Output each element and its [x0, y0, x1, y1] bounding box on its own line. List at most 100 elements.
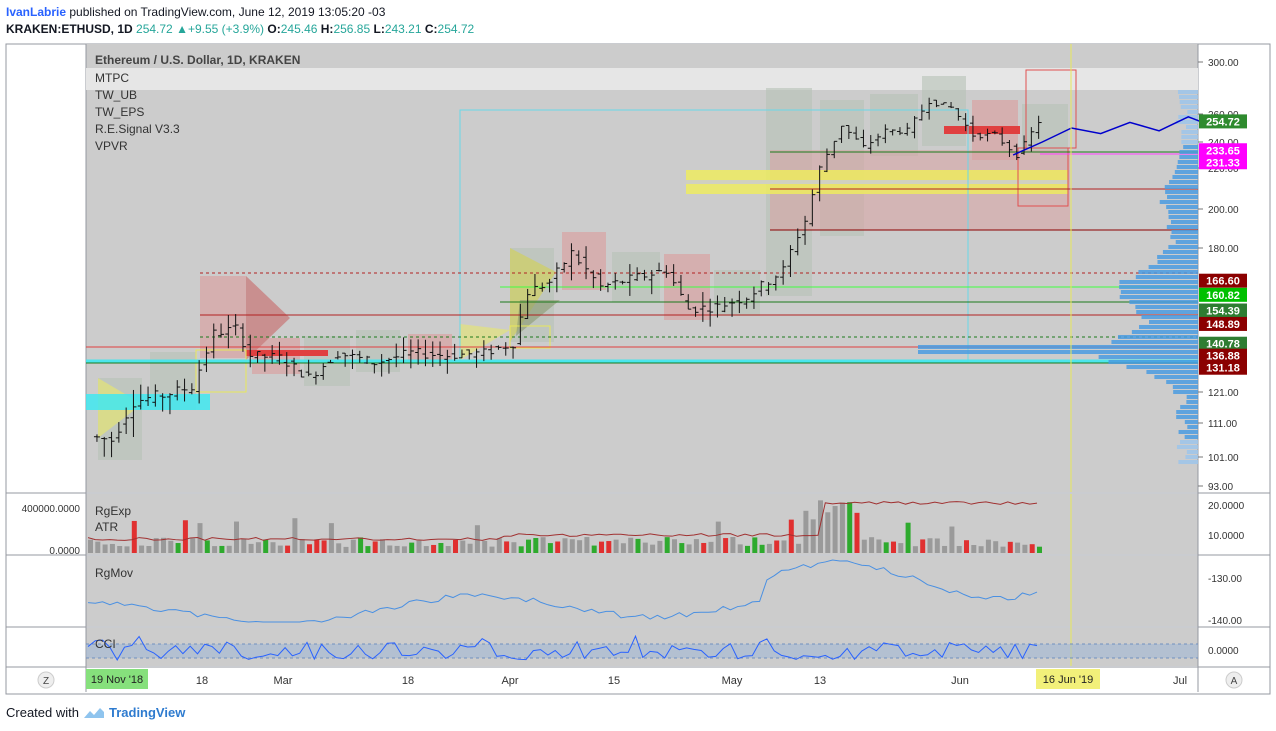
vpvr-bar	[1183, 145, 1198, 149]
price-badge-label: 131.18	[1206, 363, 1240, 375]
volume-bar	[336, 543, 342, 553]
vpvr-bar	[1176, 410, 1198, 414]
vpvr-bar	[1108, 360, 1198, 364]
rgmov-label: RgMov	[95, 566, 133, 580]
volume-bar	[343, 546, 349, 553]
volume-bar	[328, 523, 334, 553]
volume-bar	[971, 545, 977, 553]
vpvr-bar	[1166, 380, 1198, 384]
author-link[interactable]: IvanLabrie	[6, 5, 67, 19]
volume-bar	[672, 539, 677, 553]
time-axis[interactable]: 18 Mar 18 Apr 15 May 13 Jun Jul	[196, 675, 1187, 687]
tradingview-brand[interactable]: TradingView	[108, 705, 186, 720]
published-text: published on TradingView.com, June 12, 2…	[69, 5, 386, 19]
vpvr-bar	[1126, 365, 1198, 369]
vpvr-bar	[1180, 440, 1198, 444]
volume-bar	[307, 544, 312, 553]
price-badge	[1199, 336, 1247, 351]
volume-bar	[482, 540, 488, 553]
yellow-box	[195, 349, 247, 393]
vpvr-bar	[1179, 150, 1198, 154]
volume-bar	[299, 539, 305, 553]
vpvr-bar	[1179, 95, 1198, 99]
volume-bar	[562, 538, 568, 553]
vpvr-bar	[1168, 215, 1198, 219]
vpvr-bar	[1159, 200, 1198, 204]
price-badge-label: 160.82	[1206, 290, 1240, 302]
red-box	[1017, 147, 1069, 207]
rgmov-tick-2: -140.00	[1208, 616, 1242, 627]
vpvr-bar	[1119, 285, 1198, 289]
volume-bar	[153, 538, 159, 553]
volume-bar	[606, 541, 612, 553]
volume-bar	[175, 543, 181, 553]
price-tick-label: 111.00	[1208, 419, 1238, 430]
volume-bar	[102, 544, 108, 553]
triangle-signal	[516, 300, 560, 336]
vpvr-bar	[1178, 430, 1198, 434]
time-tick-label: Mar	[274, 675, 293, 687]
start-date-label: 19 Nov '18	[91, 674, 143, 686]
vpvr-bar	[1136, 310, 1198, 314]
open-label: O:	[267, 22, 281, 36]
cci-band	[86, 644, 1198, 658]
zone-green	[870, 94, 918, 156]
price-badge	[1199, 287, 1247, 302]
cci-tick-zero: 0.0000	[1208, 646, 1239, 657]
zoom-button[interactable]	[37, 671, 55, 689]
volume-bar	[117, 545, 123, 553]
vpvr-bar	[1166, 225, 1198, 229]
volume-bar	[182, 520, 188, 553]
volume-bar	[920, 539, 926, 553]
vpvr-bar	[1172, 175, 1198, 179]
price-tick-label: 93.00	[1208, 482, 1233, 493]
vpvr-bar	[1172, 385, 1198, 389]
vpvr-bar	[1119, 295, 1198, 299]
volume-bar	[723, 538, 729, 553]
vpvr-bar	[1187, 110, 1198, 114]
volume-bar	[569, 539, 575, 553]
atr-label: ATR	[95, 520, 118, 534]
volume-bar	[255, 542, 261, 553]
price-badge	[1199, 303, 1247, 318]
high-label: H:	[320, 22, 334, 36]
volume-bar	[620, 543, 626, 553]
volume-bar	[796, 543, 802, 553]
volume-bar	[1022, 544, 1028, 553]
volume-bar	[591, 545, 597, 553]
volume-profile	[918, 90, 1198, 464]
volume-bar	[1000, 546, 1006, 553]
volume-bar	[168, 540, 174, 553]
vpvr-bar	[1173, 390, 1198, 394]
publish-line: IvanLabrie published on TradingView.com,…	[6, 4, 474, 21]
indicator-label: MTPC	[95, 71, 129, 85]
vpvr-bar	[1131, 330, 1198, 334]
volume-bar	[832, 506, 838, 553]
volume-bar	[423, 546, 429, 553]
time-tick-label: May	[722, 675, 743, 687]
rgexp-label: RgExp	[95, 504, 131, 518]
volume-bar	[628, 537, 634, 553]
zone-green	[922, 76, 966, 146]
auto-scale-button[interactable]	[1225, 671, 1243, 689]
price-tick-label: 300.00	[1208, 58, 1239, 69]
indicator-label: R.E.Signal V3.3	[95, 122, 180, 136]
vpvr-bar	[1185, 455, 1198, 459]
volume-bar	[401, 546, 407, 553]
atr-line	[87, 501, 1038, 541]
volume-bar	[788, 519, 794, 553]
vpvr-bar	[1179, 100, 1198, 104]
close-value: 254.72	[437, 22, 475, 36]
volume-bar	[190, 538, 196, 553]
volume-bar	[212, 546, 218, 553]
volume-bar	[409, 542, 415, 553]
price-badge-label: 154.39	[1206, 306, 1240, 318]
volume-bar	[416, 540, 422, 553]
volume-bar	[650, 544, 656, 553]
volume-bar	[533, 537, 539, 553]
auto-scale-button-label: A	[1231, 676, 1238, 687]
volume-bar	[431, 544, 437, 553]
volume-bar	[876, 539, 882, 553]
